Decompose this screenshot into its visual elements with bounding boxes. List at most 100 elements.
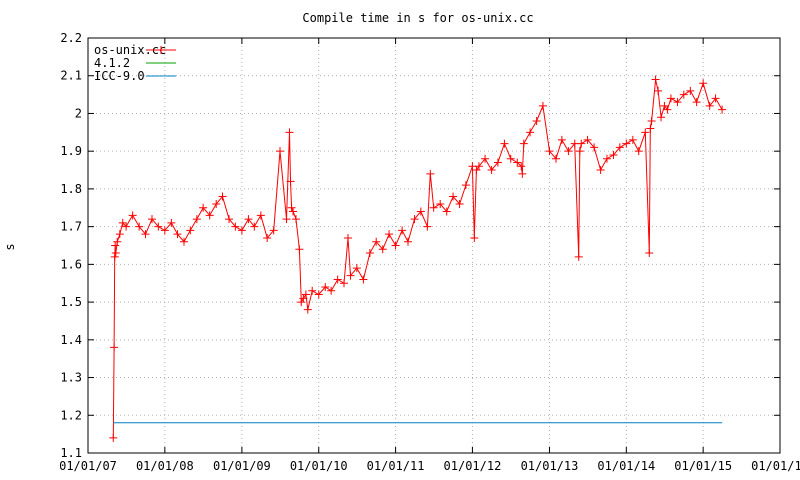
data-point [308, 286, 317, 295]
data-point [673, 98, 682, 107]
data-point [647, 117, 656, 125]
data-point [718, 105, 727, 114]
data-point [289, 207, 298, 216]
data-point [545, 147, 554, 156]
data-point [269, 226, 278, 235]
x-tick-label: 01/01/07 [59, 459, 117, 473]
data-point [615, 143, 624, 152]
data-point [429, 203, 438, 212]
plot-frame [87, 37, 781, 454]
data-point [295, 245, 304, 254]
data-point [180, 237, 188, 246]
data-point [287, 203, 296, 212]
data-point [111, 241, 120, 250]
data-point [645, 249, 654, 258]
data-point [346, 271, 355, 280]
data-point [557, 135, 566, 144]
data-point [135, 222, 144, 231]
data-point [404, 237, 412, 246]
data-point [111, 249, 120, 258]
data-point [285, 128, 294, 137]
data-point [167, 218, 176, 227]
data-point [141, 230, 150, 239]
data-point [436, 200, 445, 208]
x-tick-label: 01/01/09 [213, 459, 271, 473]
data-point [282, 215, 291, 224]
data-point [574, 252, 583, 261]
y-tick-label: 1.6 [60, 257, 82, 271]
data-point [583, 135, 592, 144]
y-tick-label: 1.4 [60, 333, 82, 347]
y-tick-label: 1.2 [60, 408, 82, 422]
data-point [113, 237, 122, 246]
data-point [340, 279, 348, 288]
data-point [686, 86, 695, 95]
data-point [297, 298, 306, 307]
legend-marker [157, 46, 165, 54]
x-tick-label: 01/01/11 [367, 459, 425, 473]
legend-label: 4.1.2 [94, 56, 130, 70]
data-point [622, 139, 631, 148]
data-point [590, 143, 599, 152]
data-point [301, 290, 310, 299]
data-point [575, 147, 584, 156]
data-point [628, 135, 637, 144]
data-point [654, 86, 663, 95]
data-point [173, 230, 182, 239]
data-point [410, 215, 419, 224]
data-point [250, 222, 259, 231]
data-point [526, 128, 535, 137]
data-point [455, 200, 464, 208]
y-tick-label: 1.5 [60, 295, 82, 309]
data-point [679, 90, 688, 99]
data-point [651, 75, 660, 84]
data-point [634, 147, 643, 156]
data-point [321, 283, 330, 291]
legend-label: os-unix.cc [94, 43, 166, 57]
data-point [500, 139, 509, 148]
data-point [705, 101, 714, 110]
data-point [333, 275, 342, 284]
data-point [244, 215, 253, 224]
data-point [699, 79, 708, 88]
data-point [398, 226, 407, 235]
data-point [481, 154, 490, 163]
data-point [518, 169, 527, 178]
data-point [609, 150, 618, 159]
data-point [391, 241, 400, 250]
data-point [199, 203, 208, 212]
data-point [692, 98, 701, 107]
data-point [286, 177, 295, 186]
data-point [513, 158, 522, 167]
data-point [519, 139, 528, 148]
data-point [110, 343, 119, 352]
data-point [352, 264, 361, 273]
data-point [487, 166, 496, 175]
series-line-0 [112, 79, 723, 438]
y-tick-label: 1.1 [60, 446, 82, 460]
data-point [186, 226, 195, 235]
chart-title: Compile time in s for os-unix.cc [302, 11, 533, 25]
data-point [423, 222, 432, 231]
y-tick-label: 2.2 [60, 31, 82, 45]
legend-label: ICC-9.0 [94, 69, 145, 83]
data-point [663, 105, 672, 114]
data-point [564, 147, 573, 156]
data-point [372, 237, 381, 246]
data-point [128, 211, 137, 220]
x-tick-label: 01/01/10 [290, 459, 348, 473]
data-point [115, 230, 124, 239]
data-point [385, 230, 394, 239]
x-tick-label: 01/01/08 [136, 459, 194, 473]
data-point [493, 158, 502, 167]
data-point [276, 147, 284, 156]
x-tick-label: 01/01/15 [674, 459, 732, 473]
data-point [292, 215, 300, 224]
data-point [517, 162, 526, 171]
data-point [365, 249, 374, 258]
grid-lines [88, 38, 780, 453]
data-point [577, 139, 586, 148]
data-point [154, 222, 163, 231]
y-tick-label: 1.9 [60, 144, 82, 158]
